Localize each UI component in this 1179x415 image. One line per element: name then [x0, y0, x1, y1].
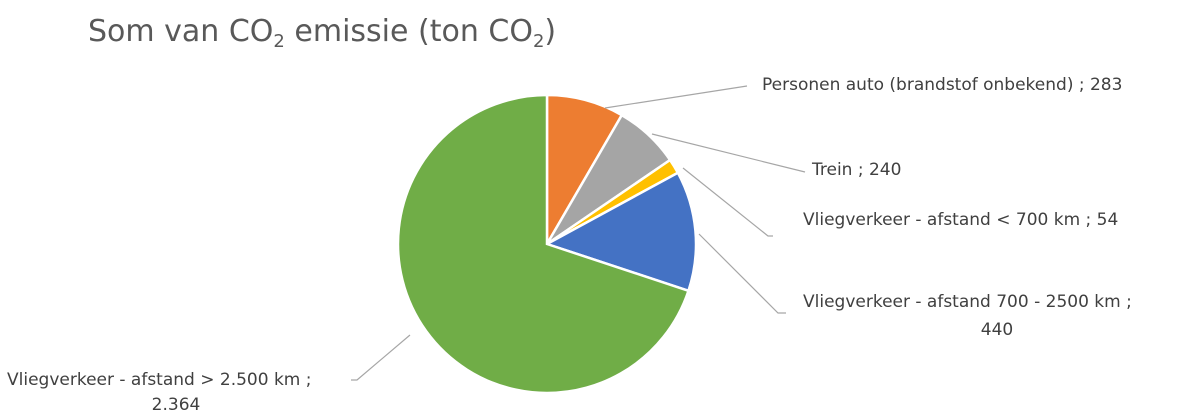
data-label-vliegverkeer-afstand-700-2500-km-line-1: Vliegverkeer - afstand 700 - 2500 km ;: [803, 292, 1132, 312]
leader-line-personen-auto-brandstof-onbekend: [604, 85, 748, 109]
leader-line-vliegverkeer-afstand-2-500-km: [351, 334, 411, 381]
data-label-vliegverkeer-afstand-700-km: Vliegverkeer - afstand < 700 km ; 54: [803, 210, 1118, 230]
chart-title: Som van CO2 emissie (ton CO2): [88, 14, 557, 52]
data-label-vliegverkeer-afstand-2-500-km-line-2: 2.364: [152, 395, 201, 415]
data-label-vliegverkeer-afstand-700-2500-km-line-2: 440: [981, 320, 1013, 340]
pie-slice-vliegverkeer-afstand-700-2500-km: [543, 171, 698, 293]
data-label-vliegverkeer-afstand-2-500-km-line-1: Vliegverkeer - afstand > 2.500 km ;: [7, 370, 312, 390]
data-label-trein: Trein ; 240: [811, 160, 901, 180]
leader-line-vliegverkeer-afstand-700-2500-km: [698, 233, 786, 314]
leader-line-vliegverkeer-afstand-700-km: [682, 167, 773, 237]
data-label-personen-auto-brandstof-onbekend: Personen auto (brandstof onbekend) ; 283: [762, 75, 1122, 95]
pie-slice-vliegverkeer-afstand-2-500-km: [396, 93, 691, 395]
leader-line-trein: [651, 133, 806, 173]
